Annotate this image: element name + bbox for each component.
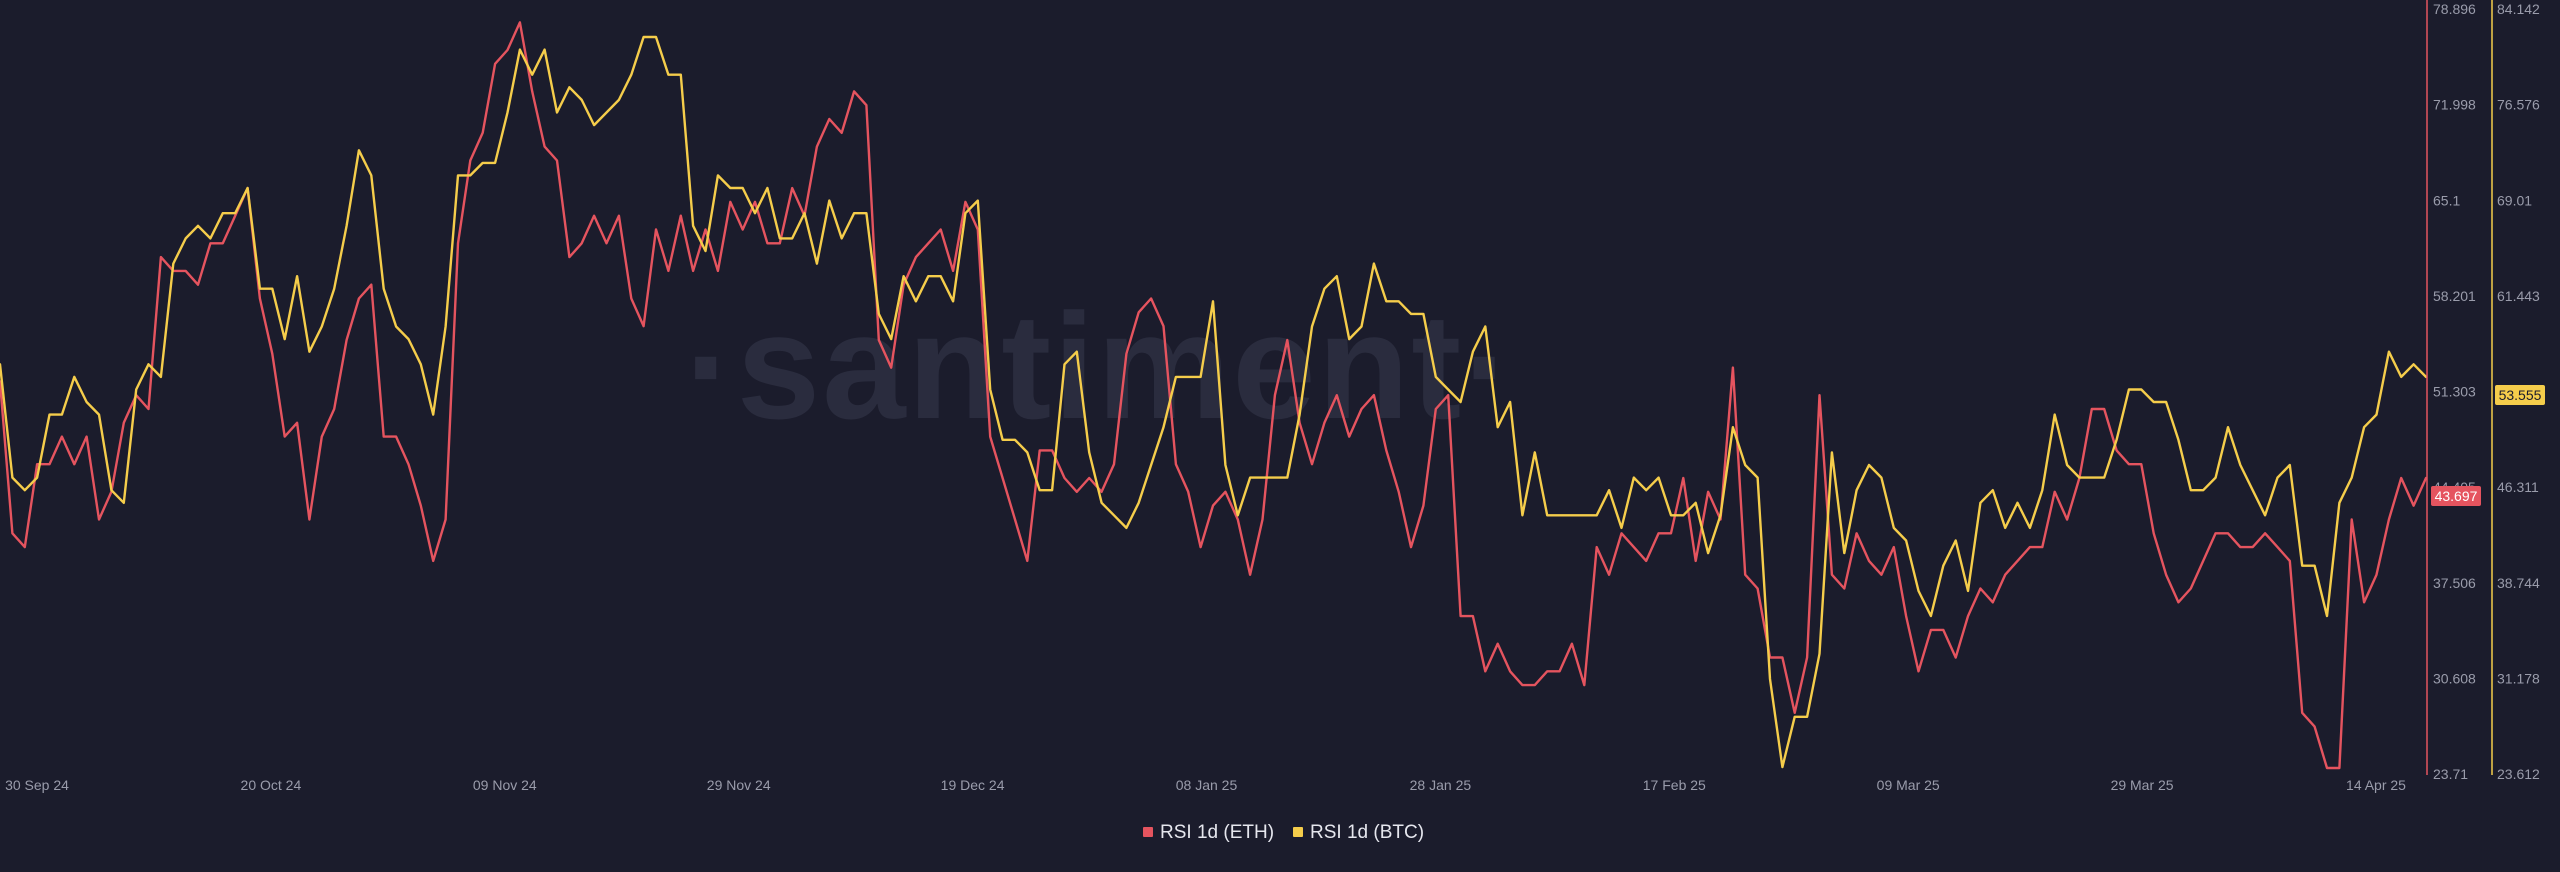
x-tick-label: 09 Nov 24 [473,777,537,793]
btc-y-tick-label: 46.311 [2497,479,2539,495]
btc-y-tick-label: 69.01 [2497,192,2532,208]
x-tick-label: 20 Oct 24 [241,777,302,793]
eth-current-value-label: 43.697 [2435,488,2478,504]
x-tick-label: 28 Jan 25 [1410,777,1472,793]
eth-y-tick-label: 78.896 [2433,1,2476,17]
series-line-btc [0,35,2428,769]
eth-y-tick-label: 65.1 [2433,192,2460,208]
x-tick-label: 08 Jan 25 [1176,777,1238,793]
x-tick-label: 14 Apr 25 [2346,777,2406,793]
eth-y-tick-label: 51.303 [2433,384,2476,400]
x-tick-label: 29 Nov 24 [707,777,771,793]
btc-y-tick-label: 61.443 [2497,288,2540,304]
x-tick-label: 09 Mar 25 [1877,777,1940,793]
legend-label: RSI 1d (ETH) [1160,822,1274,843]
series-layer [0,21,2428,770]
legend-swatch [1293,827,1303,837]
btc-y-tick-label: 38.744 [2497,575,2540,591]
eth-y-tick-label: 30.608 [2433,670,2476,686]
x-tick-label: 29 Mar 25 [2111,777,2174,793]
btc-y-tick-label: 84.142 [2497,1,2540,17]
series-line-eth [0,21,2428,770]
axes-layer: 78.89671.99865.158.20151.30344.40537.506… [5,0,2545,793]
btc-current-value-badge [2495,385,2545,406]
x-tick-label: 17 Feb 25 [1643,777,1706,793]
btc-y-tick-label: 31.178 [2497,670,2540,686]
eth-y-tick-label: 23.71 [2433,766,2468,782]
legend-label: RSI 1d (BTC) [1310,822,1424,843]
eth-y-tick-label: 37.506 [2433,575,2476,591]
eth-y-tick-label: 71.998 [2433,97,2476,113]
eth-y-tick-label: 58.201 [2433,288,2476,304]
santiment-watermark: ·santiment· [685,282,1515,450]
legend-item[interactable]: RSI 1d (ETH) [1143,822,1274,843]
x-tick-label: 19 Dec 24 [941,777,1005,793]
eth-current-value-badge [2431,486,2481,507]
btc-y-tick-label: 23.612 [2497,766,2540,782]
x-tick-label: 30 Sep 24 [5,777,69,793]
btc-current-value-label: 53.555 [2499,387,2542,403]
legend-item[interactable]: RSI 1d (BTC) [1293,822,1424,843]
btc-y-tick-label: 76.576 [2497,97,2540,113]
legend-swatch [1143,827,1153,837]
legend: RSI 1d (ETH) RSI 1d (BTC) [1143,822,1424,843]
